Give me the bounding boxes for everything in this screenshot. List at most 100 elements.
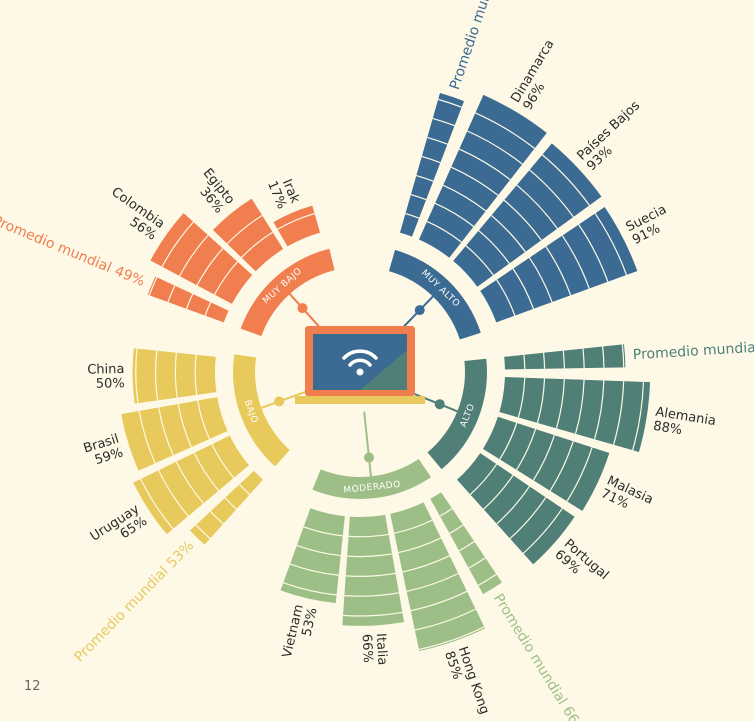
category-label: Italia <box>373 633 390 666</box>
bar-segment-line <box>529 169 574 218</box>
bar-segment-line <box>418 626 485 650</box>
bar-segment-line <box>467 130 523 165</box>
bar-segment-line <box>277 213 315 230</box>
bar-segment-line <box>578 224 609 282</box>
bar-segment-line <box>496 485 530 525</box>
bar <box>430 492 502 595</box>
bar-segment-line <box>427 136 448 145</box>
connector-dot <box>414 305 425 316</box>
bar-segment-line <box>593 380 605 440</box>
bar-segment-line <box>439 508 453 517</box>
bar <box>212 198 284 272</box>
bar-segment-line <box>185 293 194 310</box>
bar-segment-line <box>469 463 498 495</box>
bar-segment-line <box>158 407 174 456</box>
bar-segment-line <box>438 98 462 108</box>
bar-segment-line <box>483 474 514 510</box>
wifi-icon <box>342 349 378 367</box>
screen-shade <box>360 350 407 390</box>
bar-segment-line <box>347 553 393 558</box>
bar <box>133 435 249 535</box>
bar-segment-line <box>496 279 516 316</box>
bar-segment-line <box>421 155 441 164</box>
bar-segment-line <box>226 214 263 245</box>
bar <box>342 514 405 626</box>
bar-segment-line <box>402 555 450 573</box>
bar-segment-line <box>239 483 251 495</box>
bar-segment-line <box>289 563 339 576</box>
connector-dot <box>434 399 445 410</box>
bar-segment-line <box>517 377 526 418</box>
bar-segment-line <box>499 422 518 460</box>
bar-segment-line <box>211 443 235 479</box>
connector-dot <box>363 452 374 463</box>
bar-label: Italia66% <box>359 633 390 667</box>
bar-segment-line <box>532 434 555 481</box>
bar-segment-line <box>478 573 497 586</box>
bar-segment-line <box>549 441 574 492</box>
bar-segment-line <box>555 379 565 429</box>
bar-segment-line <box>204 302 212 316</box>
page-number: 12 <box>24 679 41 694</box>
bar <box>504 344 626 370</box>
bar-segment-line <box>523 354 526 370</box>
bar-segment-line <box>197 400 210 440</box>
bar-segment-line <box>178 234 209 277</box>
bar-segment-line <box>410 193 427 201</box>
bar-segment-line <box>566 447 593 502</box>
bar-segment-line <box>175 461 204 504</box>
group-arc <box>427 358 487 470</box>
connector-line <box>363 411 372 477</box>
bar-segment-line <box>541 154 590 206</box>
bar-segment-line <box>177 403 192 448</box>
bar-segment-line <box>193 452 220 492</box>
bar-segment-line <box>241 231 273 258</box>
bar <box>150 213 253 304</box>
bar-segment-line <box>465 245 494 276</box>
bar-segment-line <box>394 519 433 534</box>
bar-segment-line <box>432 117 455 127</box>
bar-segment-line <box>344 592 400 597</box>
bar-segment-line <box>475 112 535 149</box>
bar-segment-line <box>458 540 475 552</box>
value-label: 66% <box>359 634 375 664</box>
bar-segment-line <box>522 508 563 554</box>
laptop-base <box>295 396 425 404</box>
bar-segment-line <box>405 213 420 219</box>
bar-segment-line <box>148 276 158 296</box>
bar-label: Promedio mundial73% <box>632 337 754 363</box>
bar-segment-line <box>574 379 585 434</box>
bar-segment-line <box>449 524 464 534</box>
bar-segment-line <box>442 184 487 212</box>
bar-segment-line <box>167 285 176 303</box>
bar-segment-line <box>138 410 156 464</box>
bar-segment-line <box>582 348 585 369</box>
bar-segment-line <box>426 220 462 243</box>
group-arc <box>388 249 481 340</box>
bar-segment-line <box>613 381 625 445</box>
value-label: 50% <box>96 376 125 392</box>
bar <box>453 143 602 287</box>
bar-segment-line <box>195 524 211 540</box>
bar-segment-line <box>594 213 628 276</box>
bar-segment-line <box>434 202 475 228</box>
bar-segment-line <box>621 344 625 368</box>
bar-segment-line <box>157 470 189 517</box>
bar <box>499 377 651 452</box>
wifi-dot <box>356 368 364 376</box>
bar-segment-line <box>416 174 434 182</box>
bar-segment-line <box>194 354 198 396</box>
bar-segment-line <box>342 611 403 617</box>
category-label: China <box>87 361 124 377</box>
bar-segment-line <box>345 572 396 577</box>
bar-segment-line <box>516 428 537 471</box>
bar-segment-line <box>348 533 389 538</box>
bar-segment-line <box>602 346 605 368</box>
bar-segment-line <box>213 261 238 295</box>
bar-segment-line <box>468 557 486 569</box>
bar-segment-line <box>224 497 237 510</box>
bar-segment-line <box>174 352 178 398</box>
value-label: 88% <box>652 418 683 437</box>
bar-segment-line <box>414 608 476 631</box>
